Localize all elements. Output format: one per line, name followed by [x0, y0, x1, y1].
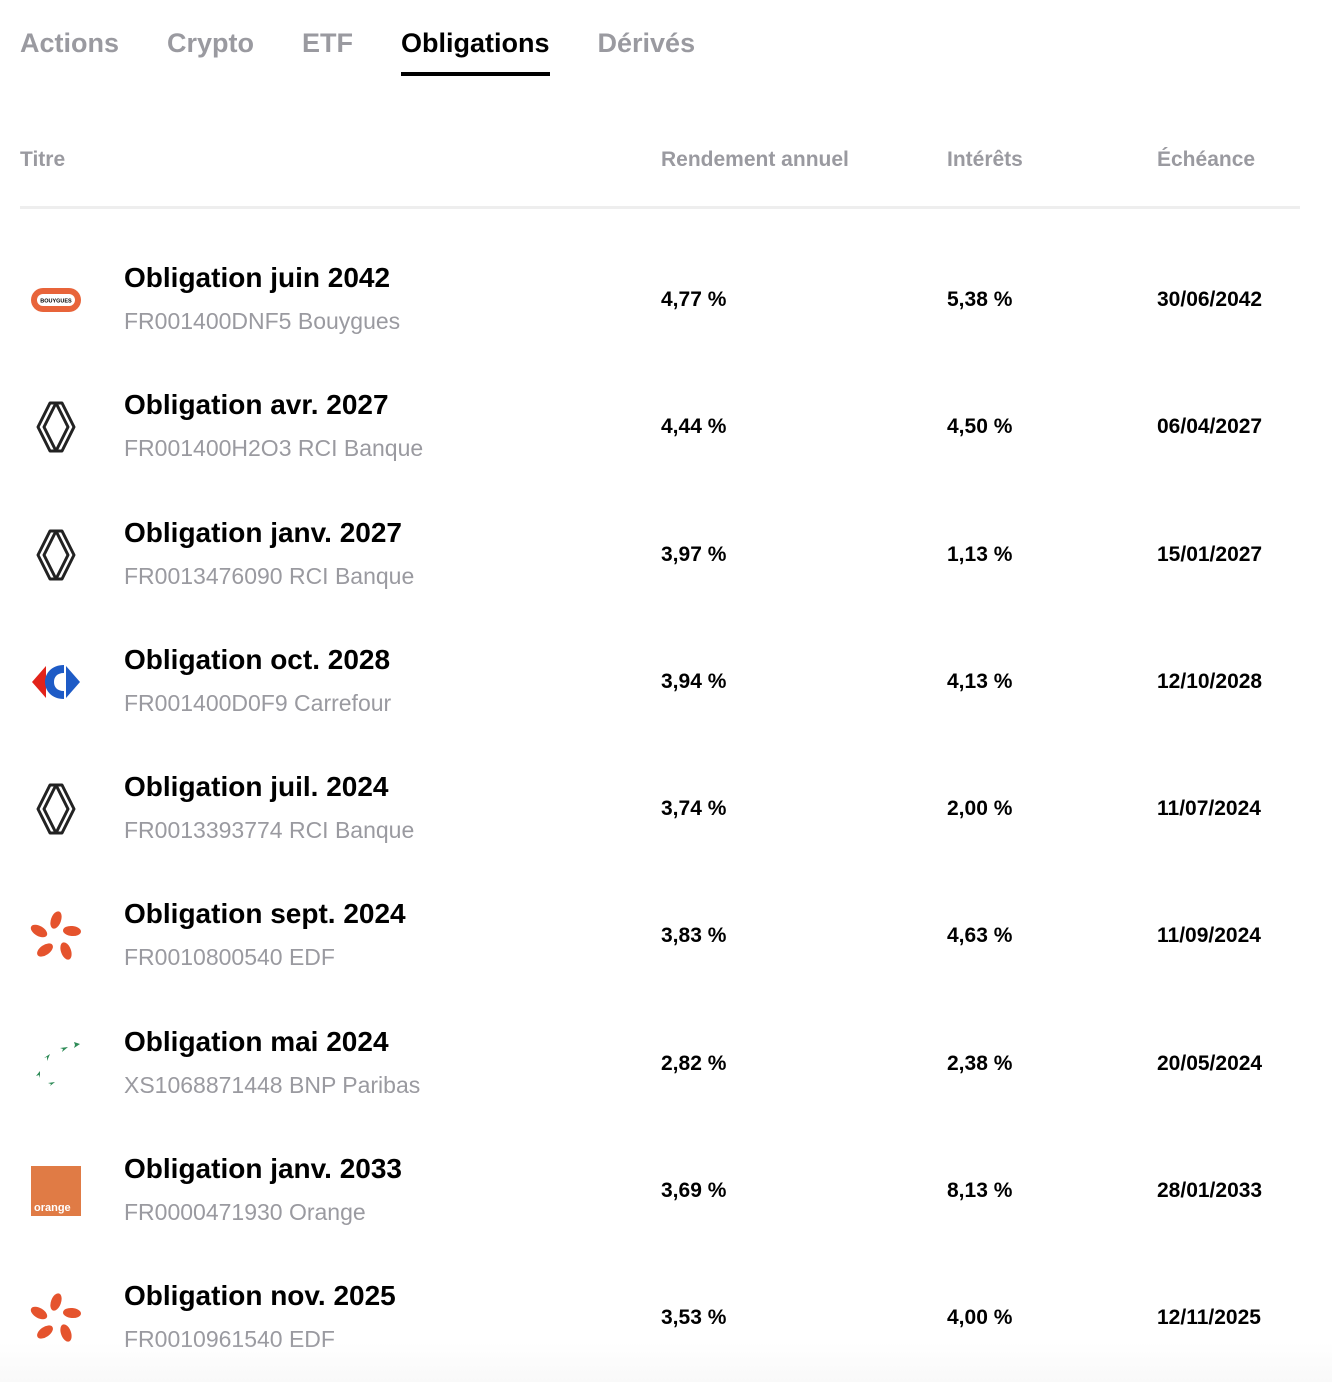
- bond-interest: 4,50 %: [947, 415, 1013, 439]
- column-header-interest[interactable]: Intérêts: [947, 148, 1023, 171]
- bond-isin-issuer: FR0010800540 EDF: [124, 944, 335, 971]
- bond-yield: 3,53 %: [661, 1306, 727, 1330]
- bond-name: Obligation nov. 2025: [124, 1280, 396, 1312]
- bond-interest: 2,38 %: [947, 1051, 1013, 1075]
- bond-maturity: 06/04/2027: [1157, 415, 1263, 439]
- bond-maturity: 28/01/2033: [1157, 1179, 1263, 1203]
- bond-interest: 4,63 %: [947, 924, 1013, 948]
- bond-name: Obligation sept. 2024: [124, 898, 406, 930]
- bond-interest: 5,38 %: [947, 288, 1013, 311]
- column-header-maturity[interactable]: Échéance: [1157, 148, 1256, 171]
- bond-isin-issuer: FR0000471930 Orange: [124, 1199, 366, 1226]
- tab-obligations[interactable]: Obligations: [401, 24, 550, 76]
- table-row[interactable]: Obligation nov. 2025 FR0010961540 EDF 3,…: [20, 1254, 1300, 1381]
- bond-name: Obligation oct. 2028: [124, 643, 391, 675]
- bond-interest: 1,13 %: [947, 542, 1013, 566]
- edf-logo-icon: [30, 906, 82, 966]
- table-header: Titre Rendement annuel Intérêts Échéance: [20, 148, 1300, 209]
- bond-yield: 4,77 %: [661, 288, 727, 311]
- bond-isin-issuer: FR001400D0F9 Carrefour: [124, 689, 392, 716]
- bond-interest: 4,13 %: [947, 669, 1013, 693]
- table-row[interactable]: orange Obligation janv. 2033 FR000047193…: [20, 1127, 1300, 1254]
- renault-logo-icon: [30, 397, 82, 457]
- column-header-title[interactable]: Titre: [20, 148, 66, 171]
- bond-maturity: 12/10/2028: [1157, 669, 1263, 693]
- bond-yield: 4,44 %: [661, 415, 727, 439]
- bond-yield: 3,69 %: [661, 1179, 727, 1203]
- bond-name: Obligation avr. 2027: [124, 389, 389, 421]
- tab-actions[interactable]: Actions: [20, 28, 120, 58]
- edf-logo-icon: [30, 1288, 82, 1348]
- bond-maturity: 20/05/2024: [1157, 1051, 1263, 1075]
- table-row[interactable]: Obligation janv. 2027 FR0013476090 RCI B…: [20, 491, 1300, 618]
- bond-list: BOUYGUES Obligation juin 2042 FR001400DN…: [20, 236, 1300, 1382]
- table-row[interactable]: Obligation oct. 2028 FR001400D0F9 Carref…: [20, 618, 1300, 745]
- bond-yield: 3,74 %: [661, 797, 727, 821]
- tab-derives[interactable]: Dérivés: [597, 28, 696, 58]
- renault-logo-icon: [30, 525, 82, 585]
- bond-maturity: 11/09/2024: [1157, 924, 1261, 948]
- asset-tabs: Actions Crypto ETF Obligations Dérivés: [20, 24, 743, 76]
- bond-interest: 4,00 %: [947, 1306, 1013, 1330]
- bond-isin-issuer: XS1068871448 BNP Paribas: [124, 1071, 421, 1098]
- bond-yield: 3,97 %: [661, 542, 727, 566]
- bond-isin-issuer: FR001400H2O3 RCI Banque: [124, 435, 424, 462]
- bond-name: Obligation janv. 2033: [124, 1153, 403, 1185]
- svg-text:orange: orange: [34, 1202, 71, 1214]
- bond-yield: 3,83 %: [661, 924, 727, 948]
- bond-name: Obligation mai 2024: [124, 1025, 389, 1057]
- orange-logo-icon: orange: [30, 1161, 82, 1221]
- bond-isin-issuer: FR0013476090 RCI Banque: [124, 562, 415, 589]
- table-row[interactable]: Obligation sept. 2024 FR0010800540 EDF 3…: [20, 872, 1300, 999]
- bond-name: Obligation juil. 2024: [124, 771, 389, 803]
- bond-maturity: 12/11/2025: [1157, 1306, 1261, 1330]
- table-row[interactable]: Obligation avr. 2027 FR001400H2O3 RCI Ba…: [20, 363, 1300, 490]
- bond-isin-issuer: FR0013393774 RCI Banque: [124, 817, 415, 844]
- renault-logo-icon: [30, 779, 82, 839]
- bond-isin-issuer: FR0010961540 EDF: [124, 1326, 335, 1353]
- tab-etf[interactable]: ETF: [302, 28, 354, 58]
- bond-maturity: 30/06/2042: [1157, 288, 1263, 311]
- tab-crypto[interactable]: Crypto: [167, 28, 255, 58]
- table-row[interactable]: Obligation juil. 2024 FR0013393774 RCI B…: [20, 745, 1300, 872]
- bond-maturity: 11/07/2024: [1157, 797, 1261, 821]
- table-row[interactable]: BOUYGUES Obligation juin 2042 FR001400DN…: [20, 236, 1300, 363]
- bond-yield: 3,94 %: [661, 669, 727, 693]
- bond-name: Obligation juin 2042: [124, 262, 391, 293]
- bnp-paribas-logo-icon: [30, 1034, 82, 1094]
- bond-maturity: 15/01/2027: [1157, 542, 1263, 566]
- bond-isin-issuer: FR001400DNF5 Bouygues: [124, 308, 401, 334]
- table-row[interactable]: Obligation mai 2024 XS1068871448 BNP Par…: [20, 1000, 1300, 1127]
- bouygues-logo-icon: BOUYGUES: [30, 270, 82, 330]
- bond-name: Obligation janv. 2027: [124, 516, 403, 548]
- bond-yield: 2,82 %: [661, 1051, 727, 1075]
- carrefour-logo-icon: [30, 652, 82, 712]
- bond-interest: 8,13 %: [947, 1179, 1013, 1203]
- bond-interest: 2,00 %: [947, 797, 1013, 821]
- svg-text:BOUYGUES: BOUYGUES: [40, 299, 72, 305]
- column-header-yield[interactable]: Rendement annuel: [661, 148, 849, 171]
